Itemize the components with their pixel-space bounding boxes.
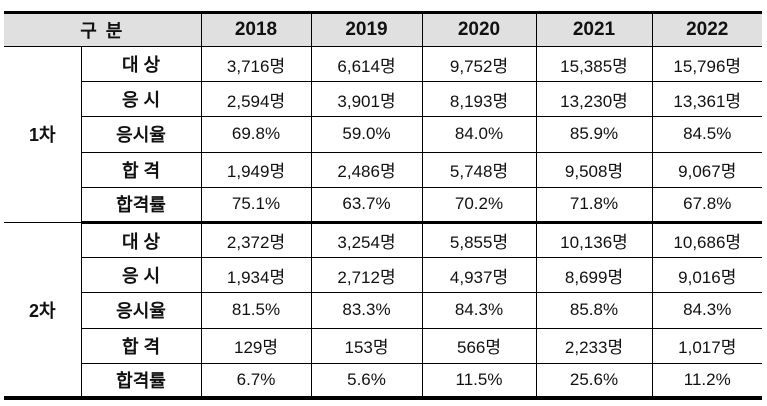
value-cell: 1,017명 bbox=[651, 327, 762, 364]
value-cell: 2,712명 bbox=[310, 257, 423, 294]
value-cell: 70.2% bbox=[421, 186, 537, 224]
value-cell: 6,614명 bbox=[310, 45, 423, 83]
table-row: 응시율 69.8% 59.0% 84.0% 85.9% 84.5% bbox=[4, 116, 762, 153]
value-cell: 71.8% bbox=[535, 186, 653, 224]
value-cell: 85.8% bbox=[535, 292, 653, 329]
value-cell: 153명 bbox=[310, 327, 423, 364]
value-cell: 3,901명 bbox=[310, 81, 423, 118]
table-row: 응 시 1,934명 2,712명 4,937명 8,699명 9,016명 bbox=[4, 257, 762, 294]
value-cell: 84.0% bbox=[421, 116, 537, 153]
header-year-2022: 2022 bbox=[651, 12, 762, 47]
table-row: 합 격 1,949명 2,486명 5,748명 9,508명 9,067명 bbox=[4, 151, 762, 188]
value-cell: 3,254명 bbox=[310, 221, 423, 259]
value-cell: 8,193명 bbox=[421, 81, 537, 118]
value-cell: 129명 bbox=[200, 327, 312, 364]
row-label: 응시율 bbox=[80, 116, 202, 153]
table-row: 합격률 75.1% 63.7% 70.2% 71.8% 67.8% bbox=[4, 186, 762, 224]
value-cell: 566명 bbox=[421, 327, 537, 364]
value-cell: 81.5% bbox=[200, 292, 312, 329]
row-label: 응시율 bbox=[80, 292, 202, 329]
value-cell: 9,016명 bbox=[651, 257, 762, 294]
value-cell: 15,796명 bbox=[651, 45, 762, 83]
value-cell: 67.8% bbox=[651, 186, 762, 224]
value-cell: 83.3% bbox=[310, 292, 423, 329]
value-cell: 5,855명 bbox=[421, 221, 537, 259]
header-year-2019: 2019 bbox=[310, 12, 423, 47]
value-cell: 2,233명 bbox=[535, 327, 653, 364]
value-cell: 3,716명 bbox=[200, 45, 312, 83]
value-cell: 13,361명 bbox=[651, 81, 762, 118]
value-cell: 8,699명 bbox=[535, 257, 653, 294]
header-year-2018: 2018 bbox=[200, 12, 312, 47]
row-label: 합격률 bbox=[80, 362, 202, 399]
value-cell: 15,385명 bbox=[535, 45, 653, 83]
value-cell: 6.7% bbox=[200, 362, 312, 399]
header-year-2021: 2021 bbox=[535, 12, 653, 47]
table-row: 합 격 129명 153명 566명 2,233명 1,017명 bbox=[4, 327, 762, 364]
exam-statistics-table: 구 분 2018 2019 2020 2021 2022 1차 대 상 3,71… bbox=[4, 11, 762, 401]
value-cell: 5,748명 bbox=[421, 151, 537, 188]
row-label: 응 시 bbox=[80, 257, 202, 294]
table-row: 1차 대 상 3,716명 6,614명 9,752명 15,385명 15,7… bbox=[4, 45, 762, 223]
value-cell: 85.9% bbox=[535, 116, 653, 153]
value-cell: 9,752명 bbox=[421, 45, 537, 83]
table-row: 합격률 6.7% 5.6% 11.5% 25.6% 11.2% bbox=[4, 362, 762, 399]
value-cell: 25.6% bbox=[535, 362, 653, 399]
table-row: 2차 대 상 2,372명 3,254명 5,855명 10,136명 10,6… bbox=[4, 221, 762, 399]
value-cell: 63.7% bbox=[310, 186, 423, 224]
value-cell: 11.2% bbox=[651, 362, 762, 399]
value-cell: 2,594명 bbox=[200, 81, 312, 118]
value-cell: 59.0% bbox=[310, 116, 423, 153]
header-year-2020: 2020 bbox=[421, 12, 537, 47]
value-cell: 10,136명 bbox=[535, 221, 653, 259]
row-label: 응 시 bbox=[80, 81, 202, 118]
group-label-round1: 1차 bbox=[4, 46, 82, 223]
value-cell: 69.8% bbox=[200, 116, 312, 153]
row-label: 대 상 bbox=[80, 45, 202, 83]
header-category: 구 분 bbox=[4, 12, 202, 47]
value-cell: 2,372명 bbox=[200, 221, 312, 259]
row-label: 합격률 bbox=[80, 186, 202, 224]
table-row: 응 시 2,594명 3,901명 8,193명 13,230명 13,361명 bbox=[4, 81, 762, 118]
group-label-round2: 2차 bbox=[4, 221, 82, 399]
value-cell: 84.3% bbox=[651, 292, 762, 329]
row-label: 합 격 bbox=[80, 327, 202, 364]
value-cell: 2,486명 bbox=[310, 151, 423, 188]
row-label: 합 격 bbox=[80, 151, 202, 188]
value-cell: 4,937명 bbox=[421, 257, 537, 294]
value-cell: 1,949명 bbox=[200, 151, 312, 188]
value-cell: 10,686명 bbox=[651, 221, 762, 259]
value-cell: 11.5% bbox=[421, 362, 537, 399]
value-cell: 84.3% bbox=[421, 292, 537, 329]
value-cell: 9,067명 bbox=[651, 151, 762, 188]
value-cell: 75.1% bbox=[200, 186, 312, 224]
header-row: 구 분 2018 2019 2020 2021 2022 bbox=[4, 12, 762, 47]
row-label: 대 상 bbox=[80, 221, 202, 259]
value-cell: 84.5% bbox=[651, 116, 762, 153]
value-cell: 13,230명 bbox=[535, 81, 653, 118]
value-cell: 5.6% bbox=[310, 362, 423, 399]
value-cell: 9,508명 bbox=[535, 151, 653, 188]
table-row: 응시율 81.5% 83.3% 84.3% 85.8% 84.3% bbox=[4, 292, 762, 329]
value-cell: 1,934명 bbox=[200, 257, 312, 294]
